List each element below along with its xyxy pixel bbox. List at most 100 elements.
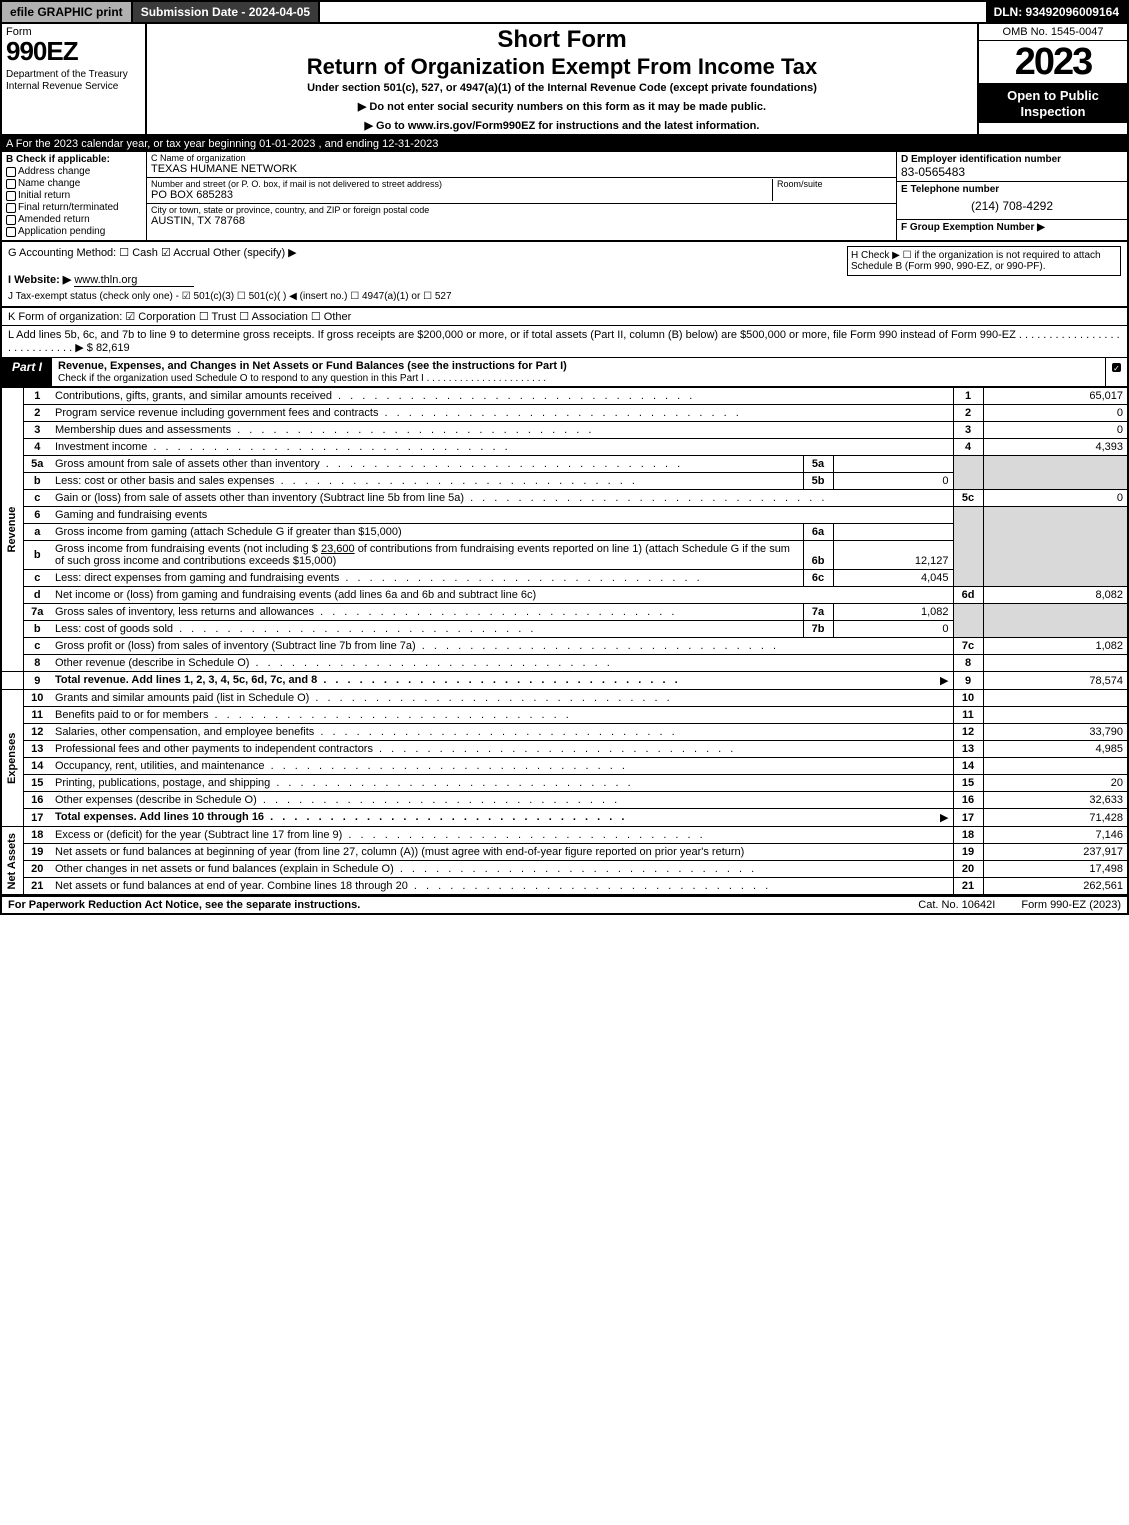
line-3-num: 3 <box>953 422 983 439</box>
line-5a-idx: 5a <box>23 456 51 473</box>
city-label: City or town, state or province, country… <box>151 205 892 215</box>
section-c: C Name of organization TEXAS HUMANE NETW… <box>147 152 897 240</box>
arrow-icon: ▶ <box>937 811 949 824</box>
line-5a-desc: Gross amount from sale of assets other t… <box>55 458 799 470</box>
line-18-val: 7,146 <box>983 827 1128 844</box>
line-5c-idx: c <box>23 490 51 507</box>
section-b: B Check if applicable: Address change Na… <box>2 152 147 240</box>
line-8-desc: Other revenue (describe in Schedule O) <box>55 657 949 669</box>
line-5b-sub: 5b <box>803 473 833 490</box>
line-10-idx: 10 <box>23 690 51 707</box>
line-8-num: 8 <box>953 655 983 672</box>
line-6d: d Net income or (loss) from gaming and f… <box>1 587 1128 604</box>
line-7a-desc: Gross sales of inventory, less returns a… <box>55 606 799 618</box>
line-21-num: 21 <box>953 878 983 896</box>
line-6b-amount: 23,600 <box>321 543 355 555</box>
line-21-desc: Net assets or fund balances at end of ye… <box>55 880 949 892</box>
footer-left: For Paperwork Reduction Act Notice, see … <box>2 897 898 913</box>
line-5a-subval <box>833 456 953 473</box>
ein-value: 83-0565483 <box>901 165 1123 179</box>
line-5b-idx: b <box>23 473 51 490</box>
line-21-val: 262,561 <box>983 878 1128 896</box>
arrow-icon: ▶ <box>937 674 949 687</box>
line-6d-num: 6d <box>953 587 983 604</box>
part-i-checkbox[interactable] <box>1112 363 1121 372</box>
submission-date-button[interactable]: Submission Date - 2024-04-05 <box>133 2 320 22</box>
chk-initial-return[interactable]: Initial return <box>6 190 142 201</box>
row-l-gross-receipts: L Add lines 5b, 6c, and 7b to line 9 to … <box>0 326 1129 357</box>
chk-address-change[interactable]: Address change <box>6 166 142 177</box>
line-7c-val: 1,082 <box>983 638 1128 655</box>
line-7a: 7a Gross sales of inventory, less return… <box>1 604 1128 621</box>
line-14: 14 Occupancy, rent, utilities, and maint… <box>1 758 1128 775</box>
line-14-idx: 14 <box>23 758 51 775</box>
part-i-tab: Part I <box>2 358 52 386</box>
line-21: 21 Net assets or fund balances at end of… <box>1 878 1128 896</box>
revenue-side-end <box>1 672 23 690</box>
line-6d-val: 8,082 <box>983 587 1128 604</box>
line-12-val: 33,790 <box>983 724 1128 741</box>
line-7c-idx: c <box>23 638 51 655</box>
line-4-idx: 4 <box>23 439 51 456</box>
chk-name-change[interactable]: Name change <box>6 178 142 189</box>
line-6b-idx: b <box>23 541 51 570</box>
line-3-desc: Membership dues and assessments <box>55 424 949 436</box>
line-7c: c Gross profit or (loss) from sales of i… <box>1 638 1128 655</box>
public-note: ▶ Do not enter social security numbers o… <box>153 100 971 113</box>
line-9: 9 Total revenue. Add lines 1, 2, 3, 4, 5… <box>1 672 1128 690</box>
line-18-desc: Excess or (deficit) for the year (Subtra… <box>55 829 949 841</box>
row-g-accounting: G Accounting Method: ☐ Cash ☑ Accrual Ot… <box>8 246 841 259</box>
line-6b-desc-pre: Gross income from fundraising events (no… <box>55 543 321 555</box>
line-10: Expenses 10 Grants and similar amounts p… <box>1 690 1128 707</box>
line-12-num: 12 <box>953 724 983 741</box>
line-18: Net Assets 18 Excess or (deficit) for th… <box>1 827 1128 844</box>
line-13-val: 4,985 <box>983 741 1128 758</box>
part-i-title: Revenue, Expenses, and Changes in Net As… <box>52 358 1105 386</box>
line-1-num: 1 <box>953 388 983 405</box>
line-5c: c Gain or (loss) from sale of assets oth… <box>1 490 1128 507</box>
under-section: Under section 501(c), 527, or 4947(a)(1)… <box>153 82 971 94</box>
ein-label: D Employer identification number <box>901 154 1123 165</box>
top-bar: efile GRAPHIC print Submission Date - 20… <box>0 0 1129 22</box>
website-value[interactable]: www.thln.org <box>74 274 194 287</box>
ein-row: D Employer identification number 83-0565… <box>897 152 1127 182</box>
line-9-val: 78,574 <box>983 672 1128 690</box>
line-2-idx: 2 <box>23 405 51 422</box>
go-to-note: ▶ Go to www.irs.gov/Form990EZ for instru… <box>153 119 971 132</box>
short-form-title: Short Form <box>153 26 971 54</box>
line-7-numshade <box>953 604 983 638</box>
efile-print-button[interactable]: efile GRAPHIC print <box>2 2 133 22</box>
line-19-val: 237,917 <box>983 844 1128 861</box>
line-10-desc: Grants and similar amounts paid (list in… <box>55 692 949 704</box>
line-13: 13 Professional fees and other payments … <box>1 741 1128 758</box>
line-4-num: 4 <box>953 439 983 456</box>
line-6-desc: Gaming and fundraising events <box>51 507 953 524</box>
org-name-label: C Name of organization <box>151 153 892 163</box>
line-3-val: 0 <box>983 422 1128 439</box>
row-j-tax-exempt: J Tax-exempt status (check only one) - ☑… <box>8 291 841 302</box>
chk-final-return[interactable]: Final return/terminated <box>6 202 142 213</box>
line-14-desc: Occupancy, rent, utilities, and maintena… <box>55 760 949 772</box>
line-13-num: 13 <box>953 741 983 758</box>
line-11: 11 Benefits paid to or for members 11 <box>1 707 1128 724</box>
line-5a-sub: 5a <box>803 456 833 473</box>
line-7c-desc: Gross profit or (loss) from sales of inv… <box>55 640 949 652</box>
topbar-spacer <box>320 2 985 22</box>
line-6-numshade <box>953 507 983 587</box>
line-7b-idx: b <box>23 621 51 638</box>
line-5c-num: 5c <box>953 490 983 507</box>
section-def: D Employer identification number 83-0565… <box>897 152 1127 240</box>
chk-amended-return[interactable]: Amended return <box>6 214 142 225</box>
line-6-valshade <box>983 507 1128 587</box>
chk-application-pending[interactable]: Application pending <box>6 226 142 237</box>
line-15-desc: Printing, publications, postage, and shi… <box>55 777 949 789</box>
line-20-desc: Other changes in net assets or fund bala… <box>55 863 949 875</box>
line-20-idx: 20 <box>23 861 51 878</box>
row-l-text: L Add lines 5b, 6c, and 7b to line 9 to … <box>8 329 1120 354</box>
revenue-sidelabel: Revenue <box>1 388 23 672</box>
line-7b-desc: Less: cost of goods sold <box>55 623 799 635</box>
tel-label: E Telephone number <box>901 184 1123 195</box>
line-4-val: 4,393 <box>983 439 1128 456</box>
line-10-num: 10 <box>953 690 983 707</box>
omb-number: OMB No. 1545-0047 <box>979 24 1127 41</box>
